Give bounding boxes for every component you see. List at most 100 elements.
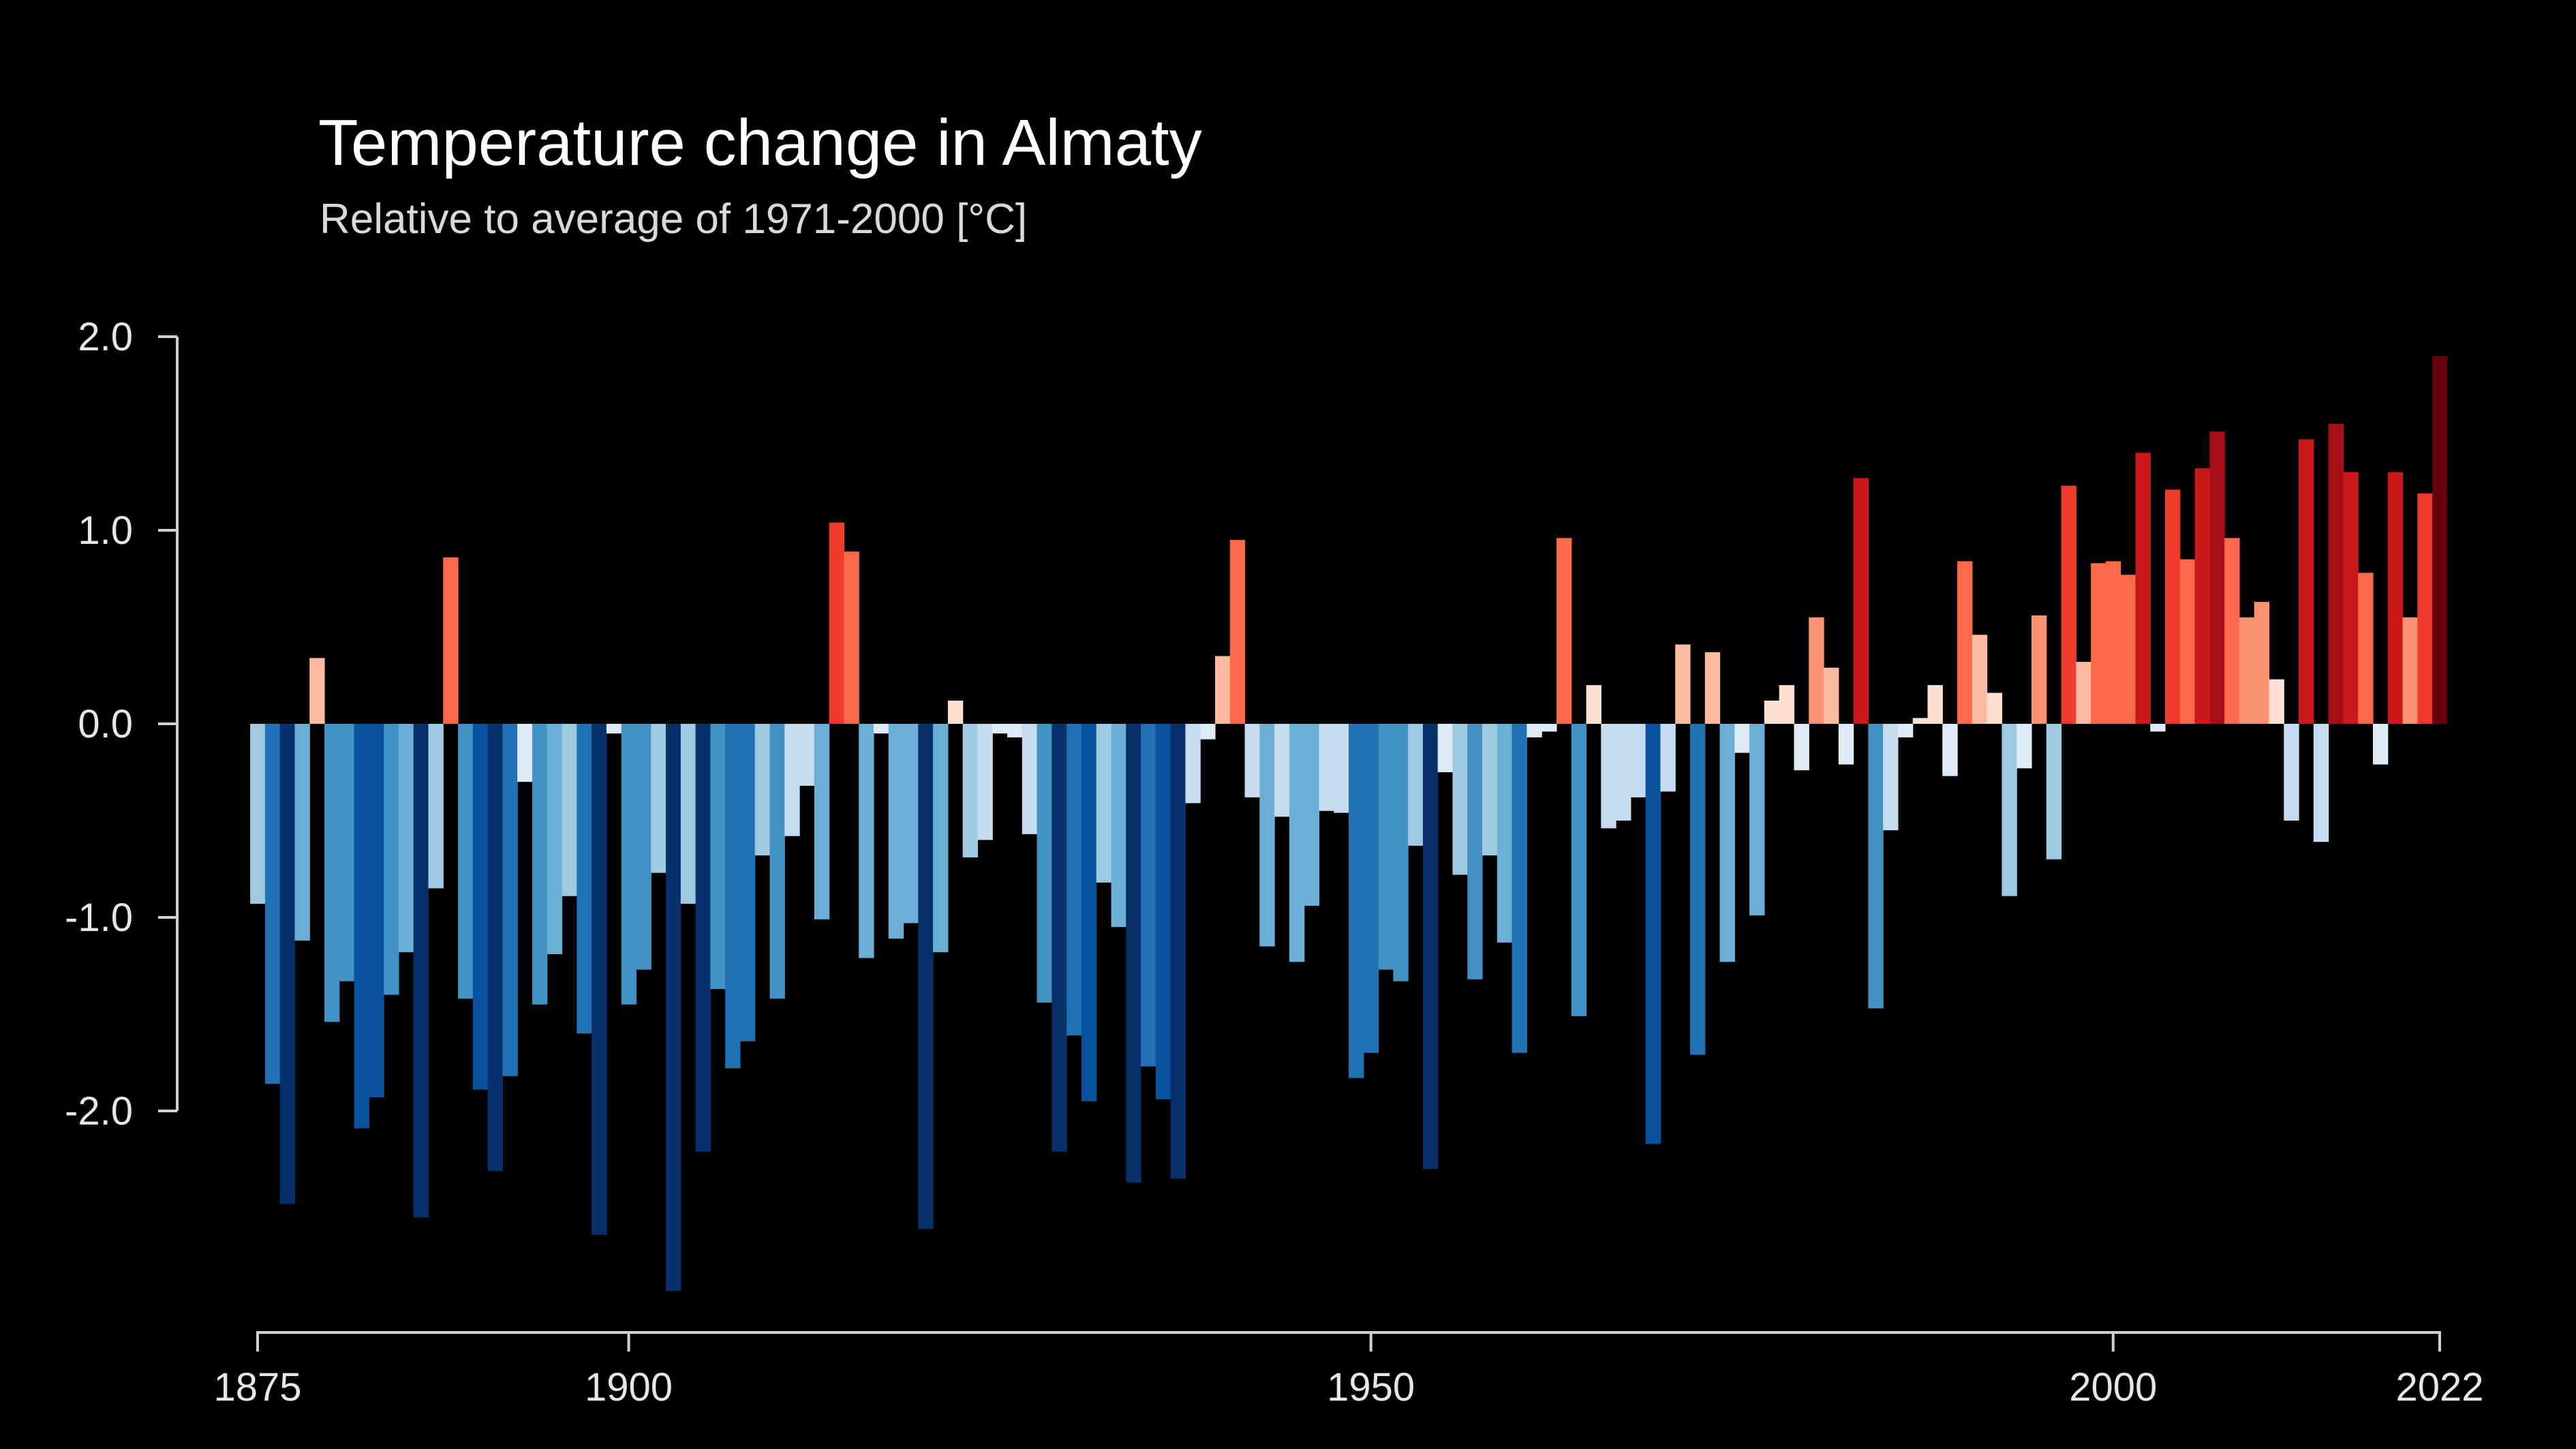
bar-1909 — [754, 724, 771, 856]
bar-1960 — [1512, 724, 1527, 1053]
bar-1965 — [1586, 685, 1601, 724]
x-tick-label: 1900 — [585, 1365, 673, 1409]
bar-1999 — [2091, 563, 2106, 724]
bar-1889 — [458, 724, 474, 999]
bar-1968 — [1630, 724, 1646, 797]
bar-1927 — [1022, 724, 1038, 834]
y-tick-label: -2.0 — [65, 1089, 133, 1133]
bar-1893 — [517, 724, 533, 782]
bar-1876 — [264, 724, 281, 1084]
bar-1900 — [621, 724, 637, 1005]
bar-1983 — [1853, 478, 1869, 724]
bar-1995 — [2031, 615, 2047, 724]
bar-1971 — [1675, 644, 1691, 724]
bar-1962 — [1542, 724, 1557, 732]
bar-2021 — [2417, 493, 2433, 724]
bar-1996 — [2046, 724, 2062, 859]
bar-1905 — [695, 724, 711, 1152]
bar-1989 — [1942, 724, 1958, 776]
bar-1997 — [2061, 485, 2076, 724]
bar-1921 — [933, 724, 949, 953]
bar-2006 — [2194, 468, 2210, 724]
bar-1926 — [1007, 724, 1023, 737]
bar-1914 — [829, 522, 844, 724]
bar-2001 — [2120, 575, 2136, 724]
bar-1975 — [1734, 724, 1750, 753]
bar-1941 — [1229, 540, 1246, 724]
bar-1972 — [1689, 724, 1706, 1055]
bar-1980 — [1809, 617, 1824, 724]
bar-1902 — [651, 724, 666, 873]
bar-1992 — [1987, 692, 2003, 724]
bar-1910 — [769, 724, 785, 999]
bar-1894 — [532, 724, 548, 1005]
x-tick-label: 2022 — [2395, 1365, 2483, 1409]
bar-1916 — [859, 724, 874, 958]
bar-1986 — [1897, 724, 1914, 737]
bar-1954 — [1422, 724, 1439, 1170]
bar-1898 — [592, 724, 607, 1235]
bar-1990 — [1957, 561, 1973, 724]
bar-1993 — [2002, 724, 2017, 896]
bar-1985 — [1883, 724, 1899, 831]
bars-group — [250, 356, 2448, 1292]
bar-1953 — [1408, 724, 1424, 846]
bar-1931 — [1081, 724, 1097, 1101]
bar-2016 — [2343, 472, 2359, 724]
bar-2012 — [2284, 724, 2299, 821]
bar-2010 — [2254, 602, 2270, 724]
x-tick-label: 1875 — [213, 1365, 301, 1409]
bar-1887 — [428, 724, 444, 889]
y-axis: 2.0 1.0 0.0 -1.0 -2.0 — [65, 315, 179, 1133]
bar-1892 — [502, 724, 518, 1076]
y-tick-label: -1.0 — [65, 896, 133, 940]
bar-1935 — [1141, 724, 1156, 1067]
bar-1947 — [1319, 724, 1334, 811]
bar-1934 — [1126, 724, 1141, 1183]
bar-1878 — [294, 724, 310, 941]
bar-2022 — [2432, 356, 2448, 724]
bar-1901 — [636, 724, 651, 970]
bar-1945 — [1289, 724, 1305, 962]
y-tick-label: 0.0 — [78, 702, 133, 746]
bar-1950 — [1363, 724, 1379, 1053]
bar-2009 — [2239, 617, 2255, 724]
bar-1987 — [1912, 718, 1929, 724]
bar-1903 — [666, 724, 681, 1292]
bar-1952 — [1393, 724, 1409, 981]
bar-1938 — [1185, 724, 1201, 804]
bar-1877 — [279, 724, 296, 1204]
bar-1890 — [472, 724, 489, 1090]
bar-1932 — [1096, 724, 1112, 883]
bar-1883 — [369, 724, 384, 1098]
bar-1882 — [354, 724, 369, 1129]
bar-2018 — [2372, 724, 2389, 765]
bar-1886 — [413, 724, 429, 1218]
bar-1912 — [799, 724, 815, 786]
bar-1895 — [547, 724, 563, 954]
bar-1911 — [784, 724, 800, 836]
x-tick-label: 1950 — [1327, 1365, 1415, 1409]
bar-1924 — [977, 724, 993, 840]
bar-1922 — [947, 700, 964, 724]
chart-subtitle: Relative to average of 1971-2000 [°C] — [320, 196, 1028, 243]
bar-1884 — [384, 724, 399, 995]
bar-1949 — [1349, 724, 1364, 1078]
bar-1930 — [1067, 724, 1082, 1036]
bar-1917 — [873, 724, 889, 734]
bar-1998 — [2076, 662, 2091, 724]
bar-2007 — [2209, 431, 2225, 724]
bar-2000 — [2105, 561, 2121, 724]
bar-1967 — [1616, 724, 1631, 821]
bar-1929 — [1052, 724, 1067, 1152]
x-axis: 1875 1900 1950 2000 2022 — [213, 1331, 2484, 1409]
bar-1879 — [309, 658, 325, 724]
bar-1955 — [1437, 724, 1454, 772]
bar-2019 — [2387, 472, 2404, 724]
bar-1970 — [1660, 724, 1676, 792]
bar-1937 — [1170, 724, 1186, 1179]
y-tick-label: 2.0 — [78, 315, 133, 359]
bar-1984 — [1868, 724, 1884, 1009]
bar-1977 — [1764, 700, 1780, 724]
bar-1961 — [1527, 724, 1542, 737]
